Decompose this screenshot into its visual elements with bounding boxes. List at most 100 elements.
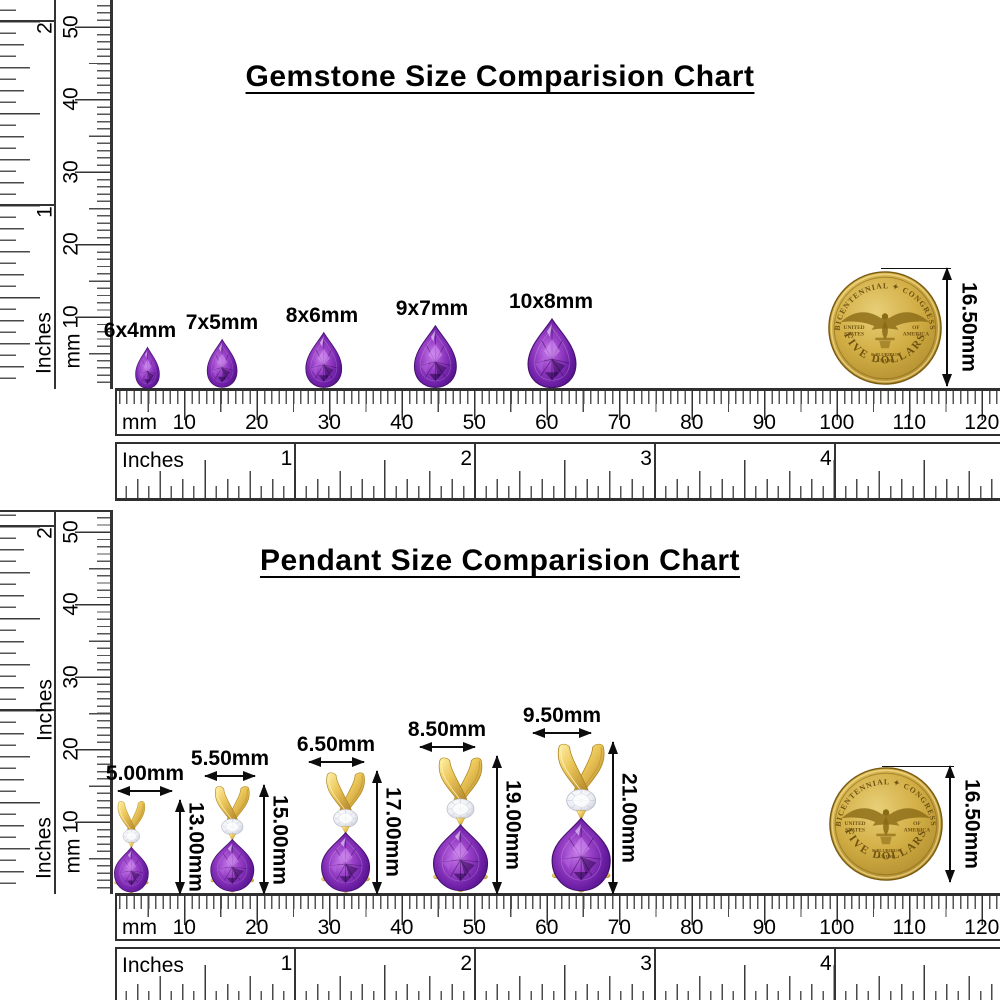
pendant-5.00mm: [109, 800, 154, 894]
v-ruler-mm-number: 10: [59, 304, 83, 329]
h-ruler-mm-number: 80: [680, 411, 704, 434]
h-ruler-inch-number: 1: [280, 447, 293, 470]
h-ruler-mm-unit: mm: [122, 916, 157, 939]
pendant-bail: [326, 772, 366, 810]
pendant-height-arrow: [495, 756, 499, 894]
v-ruler-mm-number: 10: [59, 809, 83, 834]
svg-text:UNITED: UNITED: [845, 821, 866, 827]
gemstone-size-label: 7x5mm: [185, 311, 259, 335]
h-ruler-inch-mark: [474, 444, 477, 498]
h-ruler-inch-mark: [653, 444, 656, 498]
h-ruler-mm-number: 20: [245, 411, 269, 434]
h-ruler-mm-number: 100: [819, 916, 855, 939]
pendant-width-label: 5.00mm: [105, 761, 185, 785]
svg-text:UNUM: UNUM: [878, 359, 893, 364]
pendant-accent-diamond: [220, 818, 244, 836]
h-ruler-mm-number: 70: [607, 916, 631, 939]
h-ruler-inch-number: 2: [460, 952, 473, 975]
h-ruler-mm-number: 100: [819, 411, 855, 434]
h-ruler-inch-mark: [294, 949, 297, 1000]
pendant-height-arrow: [262, 785, 266, 894]
h-ruler-inch-mark: [474, 949, 477, 1000]
h-ruler-mm-number: 110: [892, 916, 927, 939]
h-ruler-mm-number: 110: [892, 411, 927, 434]
h-inch-ticks-2: [115, 965, 1000, 1000]
svg-text:E PLURIBUS: E PLURIBUS: [872, 849, 900, 854]
v-ruler-mm-number: 40: [59, 592, 83, 616]
v-ruler-mm-number: 30: [59, 664, 83, 689]
gemstone-9x7mm: [410, 324, 461, 389]
coin-size-label: 16.50mm: [960, 778, 984, 869]
v-ruler-mm-unit: mm: [61, 838, 85, 874]
h-ruler-inch-mark: [294, 444, 297, 498]
pendant-connector: [228, 834, 236, 842]
pendant-width-arrow: [419, 746, 475, 749]
h-ruler-inch-number: 4: [820, 447, 832, 470]
pear-gem-graphic: [527, 317, 577, 388]
pendant-accent-diamond: [333, 808, 359, 828]
v-ruler-mm-number: 40: [59, 87, 83, 111]
coin-size-extension-line: [882, 765, 954, 768]
h-ruler-mm-number: 50: [462, 916, 486, 939]
pear-gem-graphic: [206, 338, 238, 388]
v-ruler-mm-col-border: [110, 0, 113, 389]
svg-text:OF: OF: [913, 821, 921, 827]
pendant-accent-diamond: [566, 788, 596, 812]
gemstone-size-label: 8x6mm: [285, 304, 359, 327]
pendant-pear-gem: [433, 824, 489, 892]
pendant-height-label: 15.00mm: [268, 794, 292, 885]
gemstone-8x6mm: [302, 331, 346, 389]
h-ruler-mm-number: 10: [172, 411, 196, 434]
v-ruler-inch-col-border: [53, 0, 56, 389]
coin-size-arrow: [948, 765, 952, 882]
v-ruler-inch-mark: [0, 709, 55, 711]
pendant-connector: [456, 818, 466, 828]
v-ruler-inch-label: 2: [33, 527, 57, 539]
pendant-width-label: 6.50mm: [296, 732, 376, 756]
pendant-height-label: 19.00mm: [501, 780, 525, 871]
svg-text:OF: OF: [912, 325, 920, 331]
v-ruler-inch-mark: [0, 204, 55, 206]
h-ruler-mm-number: 30: [317, 411, 341, 434]
pendant-6.50mm: [314, 771, 377, 894]
v-ruler-mm-unit: mm: [61, 333, 85, 369]
h-ruler-inch-unit: Inches: [122, 954, 184, 977]
pendant-width-arrow: [118, 789, 172, 792]
pendant-width-arrow: [533, 731, 591, 734]
h-ruler-mm-number: 50: [462, 411, 486, 434]
v-mm-ticks-10: [75, 512, 110, 894]
pear-gem-graphic: [134, 346, 160, 389]
h-ruler-mm-number: 60: [535, 411, 559, 434]
pendant-graphic: [210, 786, 254, 893]
v-mm-ticks-10: [75, 2, 110, 389]
h-ruler-mm-number: 70: [607, 411, 631, 434]
v-ruler-inch-col-border: [53, 510, 56, 894]
svg-text:AMERICA: AMERICA: [904, 828, 931, 834]
h-ruler-mm-number: 30: [317, 916, 341, 939]
pendant-height-arrow: [178, 799, 182, 894]
h-ruler-mm-number: 10: [172, 916, 196, 939]
h-ruler-mm-number: 90: [752, 916, 776, 939]
pendant-width-label: 8.50mm: [407, 718, 487, 742]
pendant-pear-gem: [210, 838, 254, 892]
h-ruler-mm-number: 60: [535, 916, 559, 939]
h-ruler-mm-number: 40: [390, 411, 414, 434]
svg-text:AMERICA: AMERICA: [903, 332, 930, 338]
coin-graphic: BICENTENNIAL ✦ CONGRESS FIVE DOLLARS UNI…: [829, 767, 943, 881]
h-ruler-inch-number: 3: [640, 952, 652, 975]
h-ruler-inch-number: 1: [280, 952, 293, 975]
pendant-bail: [117, 800, 145, 830]
pendant-height-arrow: [375, 770, 379, 894]
v-ruler-mm-number: 20: [59, 737, 83, 761]
pendant-9.50mm: [543, 742, 619, 894]
v-inch-ticks-2: [0, 2, 40, 389]
pear-gem-graphic: [305, 331, 343, 388]
pendant-connector: [128, 842, 134, 849]
coin-legends: UNITED STATES OF AMERICA E PLURIBUS UNUM: [845, 821, 931, 860]
h-ruler-mm-number: 40: [390, 916, 414, 939]
reference-coin: BICENTENNIAL ✦ CONGRESS FIVE DOLLARS UNI…: [828, 766, 944, 882]
reference-coin: BICENTENNIAL ✦ CONGRESS FIVE DOLLARS UNI…: [827, 270, 943, 386]
h-mm-ticks-10: [112, 391, 1000, 420]
pendant-chart-title: Pendant Size Comparision Chart: [259, 544, 741, 578]
